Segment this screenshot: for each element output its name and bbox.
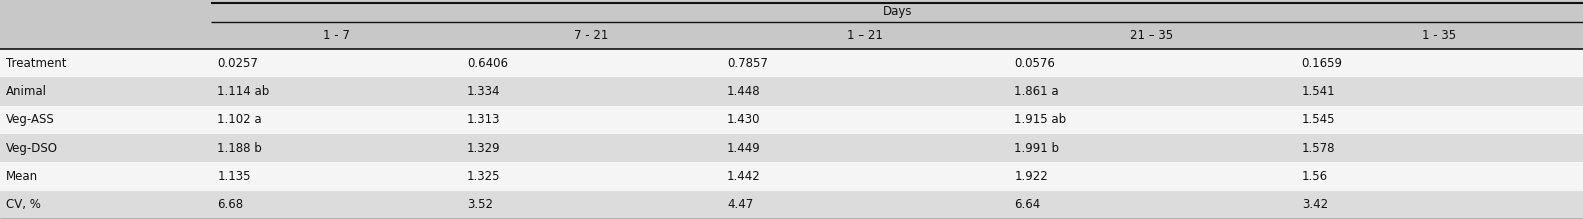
Text: 1.334: 1.334 [467, 85, 500, 98]
Text: 1.861 a: 1.861 a [1015, 85, 1059, 98]
Text: 1.545: 1.545 [1301, 113, 1334, 126]
Text: 7 - 21: 7 - 21 [573, 29, 608, 42]
Text: 1.922: 1.922 [1015, 170, 1048, 183]
Text: 1 – 21: 1 – 21 [847, 29, 883, 42]
Text: 0.1659: 0.1659 [1301, 57, 1342, 70]
Bar [0, 191, 1583, 219]
Text: 1.991 b: 1.991 b [1015, 142, 1059, 155]
Bar [0, 106, 1583, 134]
Text: 0.6406: 0.6406 [467, 57, 508, 70]
Text: Treatment: Treatment [6, 57, 66, 70]
Text: 1.578: 1.578 [1301, 142, 1334, 155]
Text: 4.47: 4.47 [727, 198, 754, 211]
Text: 1.135: 1.135 [217, 170, 252, 183]
Bar [0, 0, 1583, 22]
Text: 0.0576: 0.0576 [1015, 57, 1056, 70]
Text: 1.442: 1.442 [727, 170, 761, 183]
Text: 1.56: 1.56 [1301, 170, 1328, 183]
Text: 1.325: 1.325 [467, 170, 500, 183]
Bar [0, 22, 1583, 49]
Text: 1 - 35: 1 - 35 [1422, 29, 1456, 42]
Text: 0.7857: 0.7857 [727, 57, 768, 70]
Text: 6.68: 6.68 [217, 198, 244, 211]
Text: 1.102 a: 1.102 a [217, 113, 263, 126]
Text: 3.52: 3.52 [467, 198, 492, 211]
Text: 1.449: 1.449 [727, 142, 761, 155]
Text: Veg-DSO: Veg-DSO [6, 142, 59, 155]
Text: 1.541: 1.541 [1301, 85, 1336, 98]
Text: 6.64: 6.64 [1015, 198, 1040, 211]
Text: 21 – 35: 21 – 35 [1130, 29, 1173, 42]
Text: Days: Days [882, 5, 912, 18]
Text: 1.430: 1.430 [727, 113, 760, 126]
Text: 1.114 ab: 1.114 ab [217, 85, 269, 98]
Text: 0.0257: 0.0257 [217, 57, 258, 70]
Text: Veg-ASS: Veg-ASS [6, 113, 55, 126]
Text: Mean: Mean [6, 170, 38, 183]
Text: 1.915 ab: 1.915 ab [1015, 113, 1067, 126]
Text: 1.329: 1.329 [467, 142, 500, 155]
Text: 1.188 b: 1.188 b [217, 142, 263, 155]
Text: 1.448: 1.448 [727, 85, 761, 98]
Text: 3.42: 3.42 [1301, 198, 1328, 211]
Bar [0, 162, 1583, 191]
Bar [0, 134, 1583, 162]
Text: Animal: Animal [6, 85, 47, 98]
Text: 1.313: 1.313 [467, 113, 500, 126]
Text: CV, %: CV, % [6, 198, 41, 211]
Bar [0, 77, 1583, 106]
Text: 1 - 7: 1 - 7 [323, 29, 350, 42]
Bar [0, 49, 1583, 77]
